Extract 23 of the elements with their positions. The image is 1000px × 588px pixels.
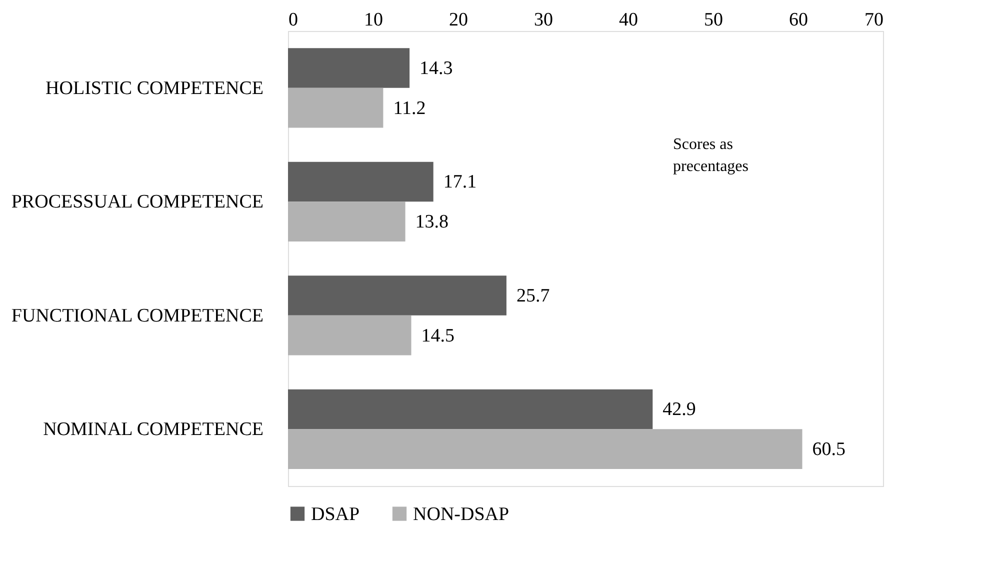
data-label: 17.1 (443, 172, 477, 193)
x-tick-label: 60 (789, 10, 808, 30)
y-tick-label: FUNCTIONAL COMPETENCE (11, 305, 264, 326)
x-tick-label: 40 (619, 10, 638, 30)
legend-label: NON-DSAP (413, 504, 510, 525)
data-label: 25.7 (516, 285, 550, 306)
annotation: Scores as precentages (673, 136, 749, 175)
y-tick-label: NOMINAL COMPETENCE (43, 419, 264, 440)
x-tick-label: 10 (364, 10, 383, 30)
data-label: 14.5 (421, 325, 454, 346)
x-tick-label: 30 (534, 10, 553, 30)
data-label: 60.5 (812, 439, 846, 460)
legend-label: DSAP (311, 504, 360, 525)
data-label: 13.8 (415, 212, 449, 233)
x-tick-label: 20 (449, 10, 468, 30)
x-tick-label: 50 (704, 10, 723, 30)
y-tick-label: HOLISTIC COMPETENCE (46, 78, 264, 99)
y-tick-label: PROCESSUAL COMPETENCE (11, 192, 264, 213)
data-label: 11.2 (393, 98, 426, 119)
data-label: 14.3 (420, 58, 453, 79)
x-tick-label: 0 (288, 10, 298, 30)
data-label: 42.9 (662, 399, 696, 420)
x-tick-label: 70 (864, 10, 884, 30)
